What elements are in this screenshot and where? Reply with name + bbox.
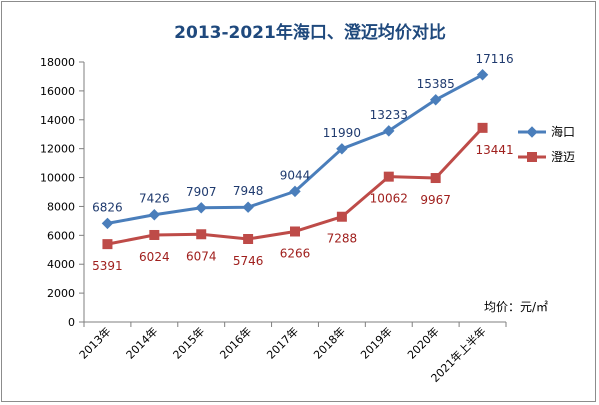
data-point-1-1 xyxy=(149,229,160,240)
data-label-1-1: 6024 xyxy=(139,250,170,264)
data-label-0-1: 7426 xyxy=(139,192,170,206)
chart-title: 2013-2021年海口、澄迈均价对比 xyxy=(174,22,446,43)
data-label-0-7: 15385 xyxy=(417,77,455,91)
x-tick-label: 2018年 xyxy=(311,324,348,361)
data-point-1-2 xyxy=(196,229,207,240)
data-point-1-3 xyxy=(243,234,254,245)
legend-item-0: 海口 xyxy=(518,124,575,139)
legend-label: 海口 xyxy=(551,124,575,139)
data-point-0-1 xyxy=(148,209,161,221)
x-tick-label: 2016年 xyxy=(217,324,254,361)
y-tick-label: 18000 xyxy=(40,56,75,69)
data-label-0-2: 7907 xyxy=(186,185,217,199)
data-label-0-3: 7948 xyxy=(233,184,264,198)
y-tick-label: 12000 xyxy=(40,143,75,156)
data-point-1-0 xyxy=(102,239,113,250)
data-point-0-3 xyxy=(242,201,254,213)
data-point-1-5 xyxy=(336,211,347,222)
data-point-0-0 xyxy=(101,217,114,230)
data-label-1-8: 13441 xyxy=(475,143,513,157)
x-tick-label: 2013年 xyxy=(76,324,113,361)
data-label-1-2: 6074 xyxy=(186,249,217,263)
data-point-0-7 xyxy=(429,94,442,106)
y-tick-label: 10000 xyxy=(40,172,75,185)
y-tick-label: 4000 xyxy=(47,258,75,271)
data-label-0-5: 11990 xyxy=(323,126,361,140)
x-tick-label: 2015年 xyxy=(170,324,207,361)
legend-item-1: 澄迈 xyxy=(518,149,575,164)
x-tick-label: 2020年 xyxy=(404,324,441,361)
legend-marker xyxy=(526,126,538,138)
data-label-1-3: 5746 xyxy=(233,254,264,268)
series-layer xyxy=(101,69,489,250)
y-axis: 0 2000 4000 6000 8000 10000 12000 14000 16000 180… xyxy=(40,56,85,329)
data-point-1-8 xyxy=(477,122,488,133)
data-point-0-2 xyxy=(195,202,207,214)
x-tick-label: 2014年 xyxy=(123,324,160,361)
data-label-1-4: 6266 xyxy=(280,246,311,260)
series-0 xyxy=(101,69,489,230)
data-label-1-7: 9967 xyxy=(420,193,451,207)
y-tick-label: 2000 xyxy=(47,287,75,300)
legend-label: 澄迈 xyxy=(551,149,575,164)
data-point-0-5 xyxy=(336,143,348,155)
y-tick-label: 8000 xyxy=(47,200,75,213)
data-point-1-6 xyxy=(383,171,394,182)
x-tick-label: 2017年 xyxy=(264,324,301,361)
data-point-1-7 xyxy=(430,173,441,184)
y-tick-label: 0 xyxy=(68,316,75,329)
unit-label: 均价：元/㎡ xyxy=(484,300,548,314)
data-label-1-6: 10062 xyxy=(370,192,408,206)
data-label-0-8: 17116 xyxy=(475,52,513,66)
y-tick-label: 6000 xyxy=(47,229,75,242)
data-label-0-0: 6826 xyxy=(92,200,123,214)
x-axis: 2013年 2014年 2015年 2016年 2017年 2018年 2019年 2020年… xyxy=(76,321,507,385)
data-labels: 6826 7426 7907 7948 9044 11990 13233 15385 17116… xyxy=(92,52,513,273)
y-tick-label: 16000 xyxy=(40,85,75,98)
data-label-0-4: 9044 xyxy=(280,168,311,182)
y-tick-label: 14000 xyxy=(40,114,75,127)
data-label-1-5: 7288 xyxy=(327,232,358,246)
data-point-1-4 xyxy=(290,226,300,237)
data-label-1-0: 5391 xyxy=(92,259,123,273)
data-label-0-6: 13233 xyxy=(370,108,408,122)
data-point-0-8 xyxy=(476,69,489,81)
data-point-0-4 xyxy=(289,185,301,198)
series-1 xyxy=(102,122,488,250)
data-point-0-6 xyxy=(383,125,395,137)
legend-marker xyxy=(527,152,537,162)
x-tick-label: 2019年 xyxy=(357,324,394,361)
